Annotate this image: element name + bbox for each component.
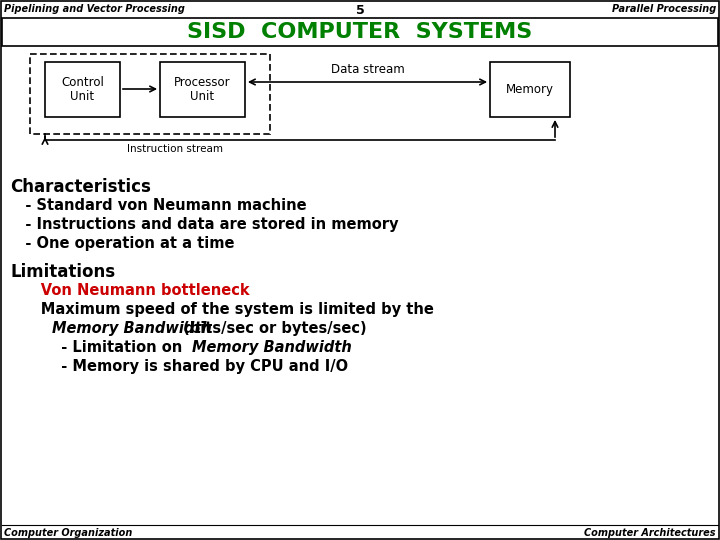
Text: Maximum speed of the system is limited by the: Maximum speed of the system is limited b… <box>10 302 434 317</box>
Text: 5: 5 <box>356 4 364 17</box>
FancyBboxPatch shape <box>490 62 570 117</box>
Text: Parallel Processing: Parallel Processing <box>612 4 716 14</box>
FancyBboxPatch shape <box>160 62 245 117</box>
Text: Memory Bandwidth: Memory Bandwidth <box>192 340 352 355</box>
Text: Memory: Memory <box>506 83 554 96</box>
Text: Memory Bandwidth: Memory Bandwidth <box>52 321 212 336</box>
Text: - Standard von Neumann machine: - Standard von Neumann machine <box>10 198 307 213</box>
Text: Processor
Unit: Processor Unit <box>174 76 231 104</box>
Text: Computer Organization: Computer Organization <box>4 528 132 538</box>
Text: Control
Unit: Control Unit <box>61 76 104 104</box>
Text: - Instructions and data are stored in memory: - Instructions and data are stored in me… <box>10 217 398 232</box>
Text: Pipelining and Vector Processing: Pipelining and Vector Processing <box>4 4 185 14</box>
Text: - Memory is shared by CPU and I/O: - Memory is shared by CPU and I/O <box>10 359 348 374</box>
FancyBboxPatch shape <box>30 54 270 134</box>
FancyBboxPatch shape <box>45 62 120 117</box>
Text: Data stream: Data stream <box>330 63 405 76</box>
Text: (bits/sec or bytes/sec): (bits/sec or bytes/sec) <box>178 321 366 336</box>
Text: Instruction stream: Instruction stream <box>127 144 223 154</box>
Text: SISD  COMPUTER  SYSTEMS: SISD COMPUTER SYSTEMS <box>187 22 533 42</box>
Text: Limitations: Limitations <box>10 263 115 281</box>
Text: - One operation at a time: - One operation at a time <box>10 236 235 251</box>
Text: - Limitation on: - Limitation on <box>10 340 187 355</box>
FancyBboxPatch shape <box>2 18 718 46</box>
Text: Characteristics: Characteristics <box>10 178 151 196</box>
Text: Von Neumann bottleneck: Von Neumann bottleneck <box>10 283 250 298</box>
Text: Computer Architectures: Computer Architectures <box>585 528 716 538</box>
